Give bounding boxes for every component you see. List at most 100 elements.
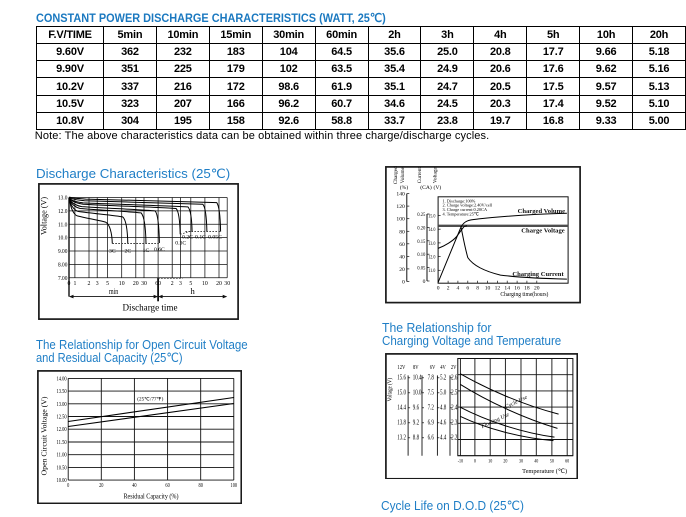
svg-text:20: 20 — [399, 267, 405, 273]
svg-text:13.00: 13.00 — [56, 402, 66, 408]
svg-text:3: 3 — [96, 281, 99, 287]
svg-text:5.2: 5.2 — [440, 372, 447, 381]
svg-text:20: 20 — [216, 281, 222, 287]
svg-text:(%): (%) — [399, 184, 408, 191]
svg-text:30: 30 — [519, 459, 523, 465]
svg-text:2C: 2C — [124, 248, 131, 254]
svg-text:Charged: Charged — [393, 166, 399, 184]
svg-text:9.6: 9.6 — [412, 402, 419, 411]
svg-text:4.4: 4.4 — [440, 432, 447, 441]
svg-text:0.05C: 0.05C — [208, 234, 222, 240]
svg-text:11.00: 11.00 — [56, 453, 66, 459]
svg-text:10: 10 — [488, 459, 492, 465]
svg-text:0: 0 — [68, 281, 71, 287]
svg-text:13.0: 13.0 — [428, 241, 436, 247]
svg-text:(25℃/77℉): (25℃/77℉) — [137, 396, 163, 403]
svg-text:0.15: 0.15 — [417, 239, 425, 245]
svg-text:Charging time(hours): Charging time(hours) — [500, 291, 548, 298]
svg-text:100: 100 — [230, 482, 237, 489]
svg-text:6.6: 6.6 — [427, 432, 434, 441]
svg-text:0.6C: 0.6C — [154, 246, 165, 252]
svg-text:0: 0 — [436, 285, 439, 291]
svg-text:2.2: 2.2 — [451, 432, 458, 441]
svg-text:Charging Current: Charging Current — [512, 271, 564, 278]
svg-text:14.0: 14.0 — [428, 227, 436, 233]
svg-text:10.50: 10.50 — [56, 465, 66, 471]
svg-text:2. Charge voltage:2.40V/cell: 2. Charge voltage:2.40V/cell — [442, 203, 492, 208]
svg-text:10.4: 10.4 — [412, 372, 421, 381]
svg-text:Charge Voltage: Charge Voltage — [521, 228, 564, 235]
svg-text:15.0: 15.0 — [428, 213, 436, 219]
svg-text:0.2C: 0.2C — [182, 234, 193, 240]
svg-text:6V: 6V — [429, 365, 435, 371]
svg-text:20: 20 — [99, 482, 104, 489]
svg-text:12V: 12V — [397, 365, 405, 371]
svg-text:0: 0 — [67, 482, 69, 489]
svg-text:4.8: 4.8 — [440, 402, 447, 411]
svg-text:6: 6 — [466, 285, 469, 291]
svg-text:4.6: 4.6 — [440, 417, 447, 426]
svg-text:5: 5 — [106, 281, 109, 287]
svg-text:20: 20 — [133, 281, 139, 287]
svg-text:11.0: 11.0 — [428, 268, 436, 274]
svg-text:7.2: 7.2 — [427, 402, 434, 411]
svg-text:Voltage (V): Voltage (V) — [386, 378, 393, 401]
svg-text:60: 60 — [565, 459, 569, 465]
svg-text:140: 140 — [396, 192, 405, 198]
svg-text:Voltage: Voltage — [432, 167, 438, 184]
svg-text:13.50: 13.50 — [56, 389, 66, 395]
svg-text:2V: 2V — [450, 365, 456, 371]
svg-text:12: 12 — [494, 285, 500, 291]
svg-text:14.00: 14.00 — [56, 376, 66, 382]
svg-text:40: 40 — [399, 254, 405, 260]
svg-text:40: 40 — [132, 482, 137, 489]
svg-text:2: 2 — [88, 281, 91, 287]
svg-text:10.0: 10.0 — [412, 387, 421, 396]
svg-text:10.00: 10.00 — [56, 478, 66, 484]
svg-text:7.00: 7.00 — [58, 274, 67, 281]
svg-text:30: 30 — [224, 281, 230, 287]
svg-text:13.8: 13.8 — [397, 417, 406, 426]
svg-text:(CA): (CA) — [420, 184, 432, 191]
svg-text:0.25: 0.25 — [417, 212, 425, 218]
svg-text:2.5: 2.5 — [451, 387, 458, 396]
svg-text:Open Circuit Voltage (V): Open Circuit Voltage (V) — [40, 396, 48, 476]
svg-text:100: 100 — [396, 217, 405, 223]
svg-text:20: 20 — [503, 459, 507, 465]
svg-text:2.4: 2.4 — [451, 402, 458, 411]
svg-text:2: 2 — [446, 285, 449, 291]
svg-text:5: 5 — [189, 281, 192, 287]
svg-text:0: 0 — [402, 280, 405, 286]
svg-text:60: 60 — [399, 242, 405, 248]
svg-text:min: min — [109, 286, 119, 296]
svg-text:60: 60 — [155, 281, 161, 287]
svg-text:Residual Capacity (%): Residual Capacity (%) — [123, 491, 178, 500]
svg-text:Discharge time: Discharge time — [123, 303, 178, 313]
svg-text:12.50: 12.50 — [56, 414, 66, 420]
svg-text:80: 80 — [198, 482, 203, 489]
svg-text:0.3C: 0.3C — [175, 240, 186, 246]
svg-text:0.1C: 0.1C — [195, 234, 206, 240]
svg-text:-10: -10 — [457, 459, 463, 465]
svg-text:11.0: 11.0 — [58, 221, 67, 228]
svg-text:50: 50 — [549, 459, 553, 465]
svg-text:1. Discharge:100%: 1. Discharge:100% — [442, 198, 475, 203]
svg-text:7.5: 7.5 — [427, 387, 434, 396]
svg-text:120: 120 — [396, 204, 405, 210]
svg-text:Voltage (V): Voltage (V) — [40, 196, 49, 235]
svg-text:15.6: 15.6 — [397, 372, 406, 381]
svg-text:14.4: 14.4 — [397, 402, 406, 411]
svg-text:0.10: 0.10 — [417, 252, 425, 258]
svg-text:0.05: 0.05 — [417, 266, 425, 272]
svg-text:(V): (V) — [433, 184, 441, 191]
svg-text:20: 20 — [534, 285, 540, 291]
svg-text:9.2: 9.2 — [412, 417, 419, 426]
svg-text:13.0: 13.0 — [58, 194, 67, 201]
svg-text:Charged Volume: Charged Volume — [517, 208, 565, 215]
svg-text:2.6: 2.6 — [451, 372, 458, 381]
svg-text:40: 40 — [534, 459, 538, 465]
svg-text:3C: 3C — [109, 248, 116, 254]
svg-text:1: 1 — [73, 281, 76, 287]
svg-text:12.0: 12.0 — [428, 255, 436, 261]
svg-text:6.9: 6.9 — [427, 417, 434, 426]
